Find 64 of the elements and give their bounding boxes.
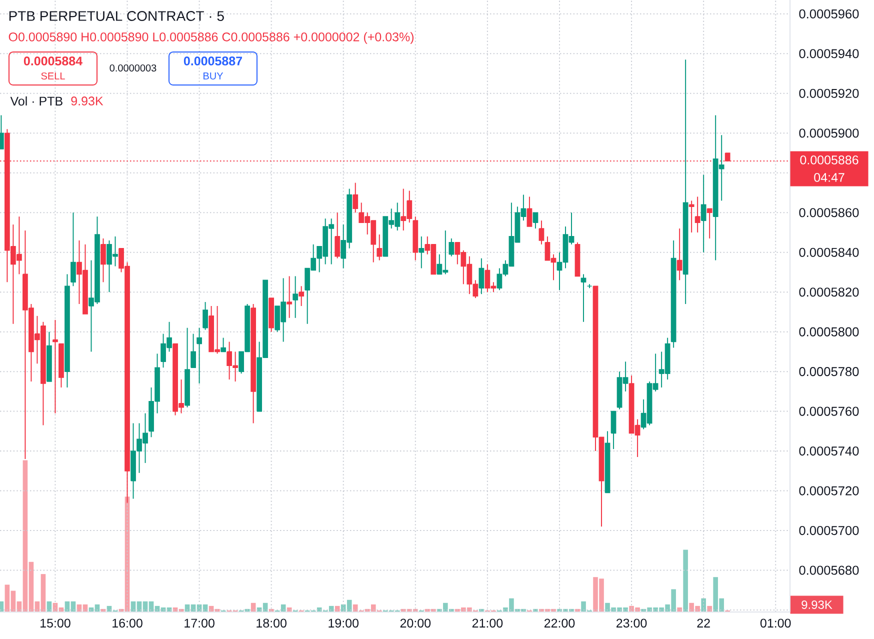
candlestick [538,220,544,245]
annotation: 0.0005887 [184,56,242,66]
candlestick [220,337,226,352]
annotation: SELL [41,72,65,80]
y-tick-label: 0.0005740 [799,446,859,456]
candlestick [70,212,76,287]
y-tick-label: 0.0005940 [799,49,859,58]
x-tick-label: 20:00 [400,618,431,628]
x-tick-label: 22 [697,618,710,628]
annotation: 0.0005884 [24,56,82,66]
x-tick-label: 16:00 [112,618,142,628]
candlestick [610,410,616,450]
candlestick [418,236,424,269]
candlestick [196,327,202,384]
y-tick-label: 0.0005700 [799,526,859,536]
x-tick-label: 01:00 [760,618,791,628]
candlestick [532,212,538,229]
ref-line-label: 0.0005886 [800,156,858,164]
candlestick [100,238,106,283]
y-tick-label: 0.0005920 [799,88,859,98]
candlestick [478,258,484,295]
candlestick [580,274,586,322]
y-tick-label: 0.0005720 [799,486,859,496]
text: 04:47 [814,173,844,182]
candlestick [352,182,358,214]
candlestick [694,196,700,233]
y-tick-label: 0.0005840 [799,248,859,257]
candlestick [700,174,706,253]
annotation: BUY [204,72,224,80]
y-tick-label: 0.0005680 [799,566,859,575]
y-tick-label: 0.0005760 [799,406,859,416]
text: O0.0005890 H0.0005890 L0.0005886 C0.0005886 +0.0000002 (+0.03%) [8,32,414,44]
bar [683,550,688,612]
candlestick [376,234,382,261]
x-tick-label: 18:00 [256,618,286,628]
x-tick-label: 23:00 [616,618,647,628]
candlestick [526,196,532,228]
candlestick [190,333,196,368]
candlestick [298,286,304,306]
annotation: 0.0000003 [110,64,156,72]
candlestick [286,276,292,318]
y-tick-label: 0.0005800 [799,327,859,336]
x-tick-label: 22:00 [544,618,575,628]
y-tick-label: 0.0005820 [799,288,859,297]
x-tick-label: 21:00 [472,618,503,628]
candlestick [52,319,58,414]
candlestick [202,302,208,330]
candlestick [334,212,340,259]
x-tick-label: 17:00 [184,618,214,628]
y-tick-label: 0.0005860 [799,208,859,218]
annotation: 9.93K [71,96,104,106]
candlestick [706,208,712,239]
chart-title: Vol · PTB [10,96,62,106]
y-tick-label: 0.0005960 [799,9,859,18]
x-tick-label: 15:00 [40,618,70,628]
text: 9.93K [802,600,832,609]
candlestick [676,228,682,281]
y-tick-label: 0.0005780 [799,367,859,376]
text: PTB PERPETUAL CONTRACT · 5 [9,11,224,21]
candlestick [292,276,298,318]
y-tick-label: 0.0005900 [799,128,859,138]
x-tick-label: 19:00 [328,618,359,628]
candlestick [448,238,454,257]
bar [701,598,706,612]
